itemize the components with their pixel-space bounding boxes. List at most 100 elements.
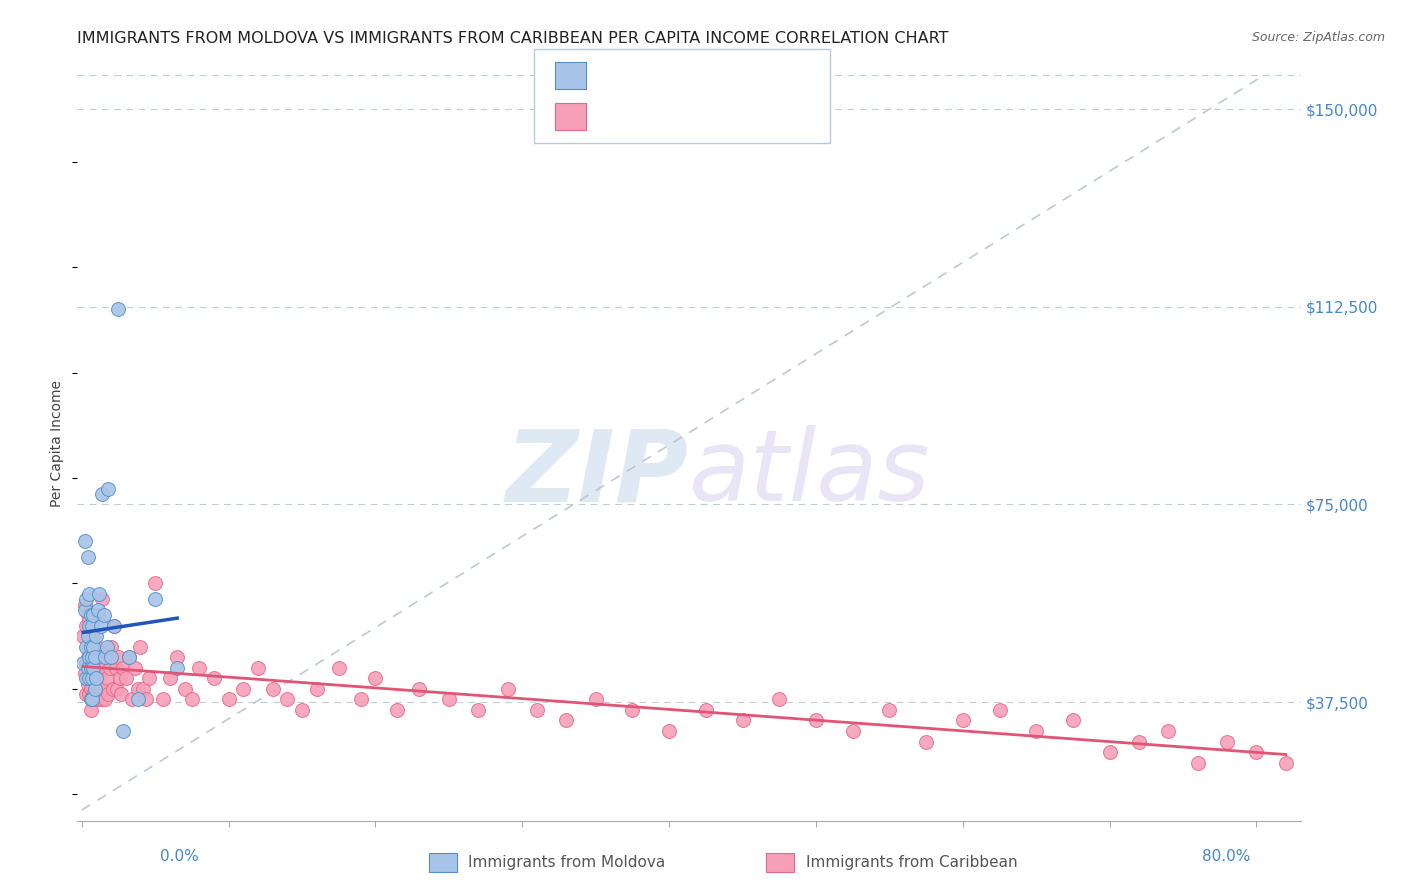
Point [188, 661, 211, 675]
Point [89, 692, 111, 706]
Point [89, 587, 111, 601]
Point [76, 608, 98, 623]
Point [121, 692, 143, 706]
Point [695, 703, 717, 717]
Text: 44: 44 [751, 68, 776, 86]
Point [202, 671, 225, 685]
Point [107, 650, 129, 665]
Point [80, 692, 103, 706]
Text: Immigrants from Moldova: Immigrants from Moldova [468, 855, 665, 870]
Point [84, 681, 107, 696]
Point [80, 650, 103, 665]
Point [96, 671, 118, 685]
Point [111, 724, 134, 739]
Text: R =: R = [600, 108, 634, 126]
Point [97, 687, 120, 701]
Point [84, 645, 107, 659]
Point [100, 650, 122, 665]
Point [94, 650, 117, 665]
Point [127, 692, 149, 706]
Point [79, 681, 101, 696]
Point [86, 629, 108, 643]
Point [100, 640, 122, 654]
Text: Immigrants from Caribbean: Immigrants from Caribbean [806, 855, 1018, 870]
Point [77, 671, 100, 685]
Point [496, 681, 519, 696]
Point [79, 640, 101, 654]
Point [114, 671, 136, 685]
Text: IMMIGRANTS FROM MOLDOVA VS IMMIGRANTS FROM CARIBBEAN PER CAPITA INCOME CORRELATI: IMMIGRANTS FROM MOLDOVA VS IMMIGRANTS FR… [77, 31, 949, 46]
Point [1157, 724, 1180, 739]
Point [76, 550, 98, 565]
Point [166, 661, 188, 675]
Point [80, 618, 103, 632]
Point [246, 661, 269, 675]
Point [731, 714, 754, 728]
Point [77, 618, 100, 632]
Text: 147: 147 [751, 108, 789, 126]
Point [621, 703, 644, 717]
Point [437, 692, 460, 706]
Point [110, 687, 132, 701]
Point [1062, 714, 1084, 728]
Point [1216, 734, 1239, 748]
Point [98, 661, 121, 675]
Point [94, 661, 117, 675]
Point [79, 645, 101, 659]
Point [104, 661, 127, 675]
Point [387, 703, 409, 717]
Point [82, 650, 104, 665]
Point [952, 714, 974, 728]
Point [658, 724, 681, 739]
Point [180, 692, 202, 706]
Point [108, 671, 131, 685]
Point [328, 661, 350, 675]
Point [79, 608, 101, 623]
Point [80, 666, 103, 681]
Point [77, 587, 100, 601]
Point [107, 302, 129, 317]
Point [111, 661, 134, 675]
Point [143, 576, 166, 591]
Text: Source: ZipAtlas.com: Source: ZipAtlas.com [1251, 31, 1385, 45]
Point [94, 692, 117, 706]
Point [73, 603, 96, 617]
Point [105, 681, 128, 696]
Point [77, 671, 100, 685]
Point [82, 661, 104, 675]
Text: 0.367: 0.367 [645, 68, 702, 86]
Point [879, 703, 901, 717]
Point [89, 671, 111, 685]
Point [72, 629, 94, 643]
Point [1246, 745, 1268, 759]
Point [118, 650, 141, 665]
Point [915, 734, 938, 748]
Point [101, 681, 124, 696]
Point [129, 640, 152, 654]
Point [75, 618, 97, 632]
Point [135, 692, 157, 706]
Point [143, 592, 166, 607]
Point [84, 650, 107, 665]
Text: N =: N = [706, 108, 740, 126]
Point [96, 640, 118, 654]
Point [84, 671, 107, 685]
Point [276, 692, 298, 706]
Point [82, 687, 104, 701]
Point [76, 661, 98, 675]
Point [86, 671, 108, 685]
Point [77, 613, 100, 627]
Point [77, 687, 100, 701]
Point [86, 661, 108, 675]
Point [82, 661, 104, 675]
Point [93, 681, 115, 696]
Point [76, 650, 98, 665]
Point [91, 592, 114, 607]
Point [262, 681, 284, 696]
Point [467, 703, 489, 717]
Point [80, 692, 103, 706]
Point [138, 671, 160, 685]
Point [103, 618, 125, 632]
Text: R =: R = [600, 68, 634, 86]
Text: -0.625: -0.625 [645, 108, 710, 126]
